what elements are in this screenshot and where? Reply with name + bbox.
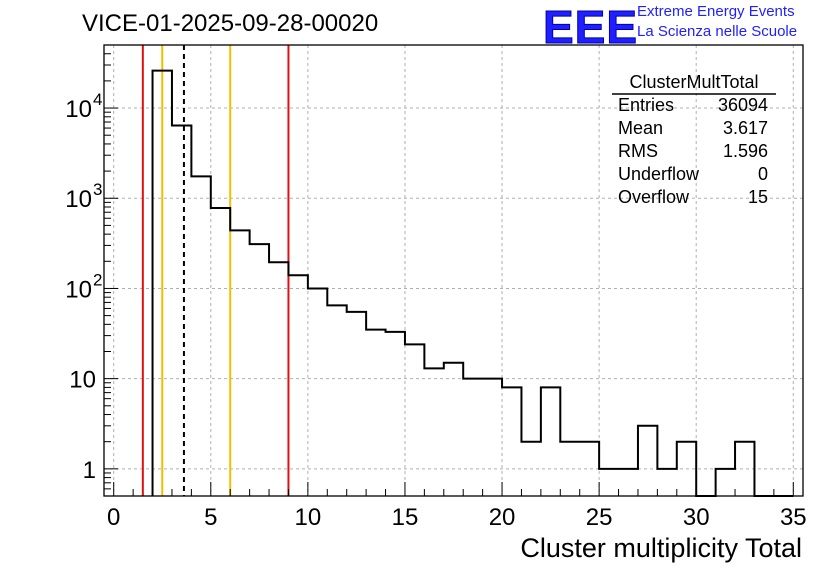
histogram-bin [444, 363, 463, 496]
y-tick-label: 1 [83, 457, 96, 484]
y-tick-exponent: 4 [93, 90, 102, 109]
stats-value: 0 [758, 164, 768, 184]
histogram-bin [269, 262, 288, 496]
stats-label: Underflow [618, 164, 700, 184]
histogram-bin [308, 288, 327, 496]
x-tick-label: 10 [295, 504, 322, 531]
x-tick-label: 35 [780, 504, 807, 531]
histogram-bin [580, 442, 599, 496]
stats-label: Entries [618, 95, 674, 115]
stats-title: ClusterMultTotal [629, 72, 758, 92]
stats-box: ClusterMultTotal Entries 36094 Mean 3.617 RMS… [612, 72, 776, 207]
histogram-bin [250, 244, 269, 496]
histogram-bin [191, 176, 210, 496]
histogram-bin [716, 469, 735, 496]
y-tick-label: 10 [69, 367, 96, 394]
y-tick-exponent: 3 [93, 180, 102, 199]
histogram-bin [463, 379, 482, 496]
histogram-bin [211, 208, 230, 496]
histogram-bin [541, 387, 560, 496]
stats-value: 1.596 [723, 141, 768, 161]
x-axis-label: Cluster multiplicity Total [520, 533, 802, 563]
x-tick-label: 20 [489, 504, 516, 531]
marker-lines [141, 45, 290, 496]
histogram-bin [424, 368, 443, 496]
x-tick-label: 5 [204, 504, 217, 531]
histogram-bins [153, 71, 755, 496]
stats-value: 15 [748, 187, 768, 207]
plot-frame [103, 44, 804, 497]
histogram-bin [366, 330, 385, 496]
x-tick-label: 25 [586, 504, 613, 531]
grid [104, 45, 803, 496]
histogram-bin [638, 426, 657, 496]
axis-ticks [104, 44, 794, 497]
y-tick-label: 10 [65, 276, 92, 303]
x-tick-label: 15 [392, 504, 419, 531]
y-tick-label: 10 [65, 186, 92, 213]
histogram-bin [619, 469, 638, 496]
y-tick-label: 10 [65, 96, 92, 123]
histogram-bin [405, 344, 424, 496]
histogram-bin [599, 469, 618, 496]
histogram-bin [657, 469, 676, 496]
histogram-bin [153, 71, 172, 496]
histogram-bin [288, 275, 307, 496]
histogram-bin [230, 230, 249, 496]
stats-label: Overflow [618, 187, 690, 207]
histogram-bin [735, 442, 754, 496]
logo-line-1: Extreme Energy Events [637, 3, 795, 20]
histogram-bin [327, 305, 346, 496]
histogram-bin [347, 312, 366, 496]
histogram-bin [172, 126, 191, 496]
chart-title: VICE-01-2025-09-28-00020 [82, 10, 379, 37]
stats-value: 3.617 [723, 118, 768, 138]
histogram-bin [502, 387, 521, 496]
logo-line-2: La Scienza nelle Scuole [637, 23, 798, 40]
stats-value: 36094 [718, 95, 768, 115]
y-tick-exponent: 2 [93, 270, 102, 289]
histogram-bin [677, 442, 696, 496]
histogram-bin [386, 332, 405, 496]
x-tick-label: 0 [107, 504, 120, 531]
x-tick-label: 30 [683, 504, 710, 531]
stats-label: Mean [618, 118, 663, 138]
histogram-bin [560, 442, 579, 496]
histogram-series [151, 69, 794, 497]
stats-label: RMS [618, 141, 658, 161]
histogram-bin [483, 379, 502, 496]
histogram-bin [521, 442, 540, 496]
